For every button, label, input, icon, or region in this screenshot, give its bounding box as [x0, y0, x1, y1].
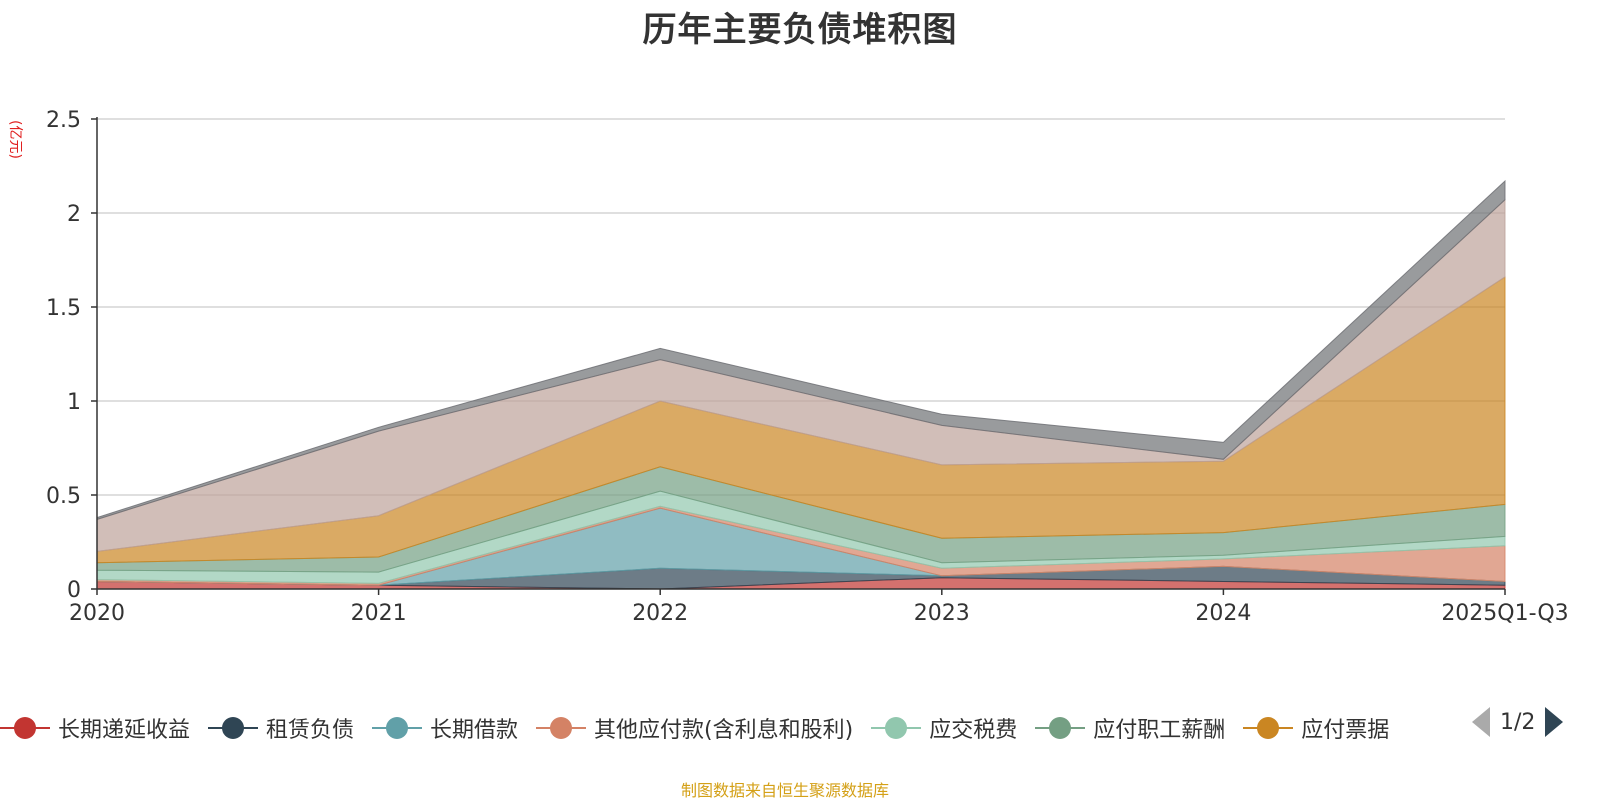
legend: 长期递延收益 租赁负债 长期借款 其他应付款(含利息和股利) 应交税费 应付职工薪酬 应付票…	[0, 712, 1470, 752]
y-tick-label: 2.5	[46, 108, 81, 133]
y-tick-label: 1	[67, 390, 81, 415]
legend-item[interactable]: 应交税费	[871, 712, 1017, 744]
legend-marker-icon	[871, 716, 922, 740]
x-tick-label: 2023	[914, 601, 970, 626]
legend-pager: 1/2	[1472, 704, 1564, 740]
legend-label: 长期递延收益	[58, 718, 191, 743]
x-tick-label: 2024	[1195, 601, 1251, 626]
legend-label: 应交税费	[929, 718, 1018, 743]
legend-item[interactable]: 长期递延收益	[0, 712, 190, 744]
legend-item[interactable]: 租赁负债	[208, 712, 354, 744]
legend-label: 其他应付款(含利息和股利)	[594, 718, 854, 743]
legend-label: 应付票据	[1301, 718, 1390, 743]
legend-label: 租赁负债	[266, 718, 355, 743]
y-tick-label: 1.5	[46, 296, 81, 321]
x-tick-label: 2021	[351, 601, 407, 626]
legend-prev-page-icon[interactable]	[1472, 707, 1490, 737]
y-tick-label: 0	[67, 578, 81, 603]
legend-item[interactable]: 其他应付款(含利息和股利)	[536, 712, 853, 744]
y-tick-label: 0.5	[46, 484, 81, 509]
area-series-其他[interactable]	[96, 179, 1506, 521]
data-source-note: 制图数据来自恒生聚源数据库	[680, 781, 889, 800]
legend-marker-icon	[1243, 716, 1294, 740]
legend-marker-icon	[0, 716, 50, 740]
x-tick-label: 2022	[632, 601, 688, 626]
legend-label: 应付职工薪酬	[1093, 718, 1226, 743]
legend-marker-icon	[208, 716, 259, 740]
legend-item[interactable]: 长期借款	[372, 712, 518, 744]
x-tick-label: 2025Q1-Q3	[1441, 601, 1568, 626]
legend-label: 长期借款	[430, 718, 519, 743]
legend-item[interactable]: 应付票据	[1243, 712, 1389, 744]
axes: 0 0.5 1 1.5 2 2.5 2020 2021 2022 2023 2024 2025Q1-Q…	[46, 108, 1569, 626]
legend-marker-icon	[1035, 716, 1086, 740]
legend-marker-icon	[372, 716, 423, 740]
legend-item[interactable]: 应付职工薪酬	[1035, 712, 1225, 744]
y-tick-label: 2	[67, 202, 81, 227]
legend-page-indicator: 1/2	[1500, 709, 1536, 735]
legend-marker-icon	[536, 716, 587, 740]
legend-next-page-icon[interactable]	[1545, 707, 1564, 737]
chart-title: 历年主要负债堆积图	[642, 10, 958, 50]
area-series	[96, 179, 1506, 590]
x-tick-label: 2020	[69, 601, 125, 626]
